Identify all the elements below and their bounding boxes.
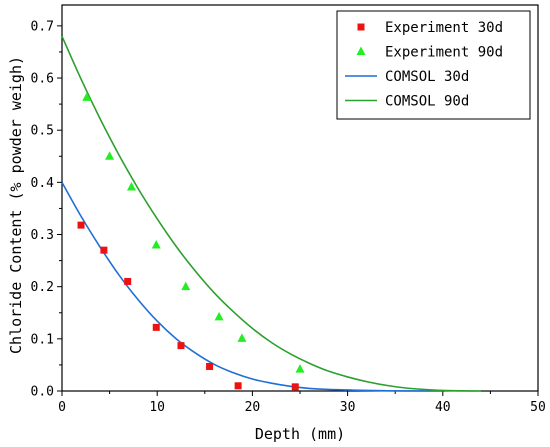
- x-axis-title: Depth (mm): [255, 425, 345, 443]
- y-tick-label: 0.1: [31, 332, 54, 347]
- legend: Experiment 30d Experiment 90d COMSOL 30d CO…: [336, 10, 531, 120]
- x-tick-label: 50: [530, 400, 546, 415]
- data-point-triangle: [82, 92, 92, 101]
- legend-triangle-swatch: [356, 46, 366, 55]
- legend-label: COMSOL 90d: [385, 94, 469, 110]
- legend-label: Experiment 30d: [385, 20, 503, 36]
- data-point-square: [177, 342, 185, 350]
- data-point-square: [206, 362, 214, 370]
- y-axis-title: Chloride Content (% powder weigh): [7, 56, 25, 354]
- data-point-triangle: [214, 311, 224, 321]
- x-tick-label: 20: [245, 400, 261, 415]
- y-axis: 0.0 0.1 0.2 0.3 0.4 0.5 0.6 0.7: [31, 19, 62, 400]
- y-tick-label: 0.3: [31, 228, 54, 243]
- data-point-square: [77, 221, 85, 229]
- legend-label: Experiment 90d: [385, 45, 503, 61]
- series-layer: [61, 35, 481, 392]
- x-tick-label: 10: [149, 400, 165, 415]
- data-point-square: [100, 246, 108, 254]
- y-tick-label: 0.5: [31, 124, 54, 139]
- x-axis: 0 10 20 30 40 50: [58, 391, 546, 415]
- data-point-triangle: [181, 281, 191, 291]
- y-tick-label: 0.6: [31, 72, 54, 87]
- data-point-triangle: [105, 151, 115, 160]
- data-point-square: [124, 277, 132, 285]
- x-tick-label: 30: [340, 400, 356, 415]
- data-point-square: [234, 382, 242, 390]
- data-point-square: [291, 383, 299, 391]
- data-point-triangle: [237, 333, 247, 342]
- data-point-triangle: [295, 364, 305, 373]
- legend-label: COMSOL 30d: [385, 69, 469, 85]
- series-line: [61, 35, 481, 392]
- x-tick-label: 0: [58, 400, 66, 415]
- x-tick-label: 40: [435, 400, 451, 415]
- data-point-triangle: [151, 239, 161, 249]
- data-point-triangle: [126, 182, 136, 191]
- y-tick-label: 0.4: [31, 176, 55, 191]
- data-point-square: [152, 323, 160, 331]
- y-tick-label: 0.2: [31, 280, 54, 295]
- legend-square-swatch: [357, 23, 365, 31]
- y-tick-label: 0.0: [31, 385, 54, 400]
- y-tick-label: 0.7: [31, 19, 54, 34]
